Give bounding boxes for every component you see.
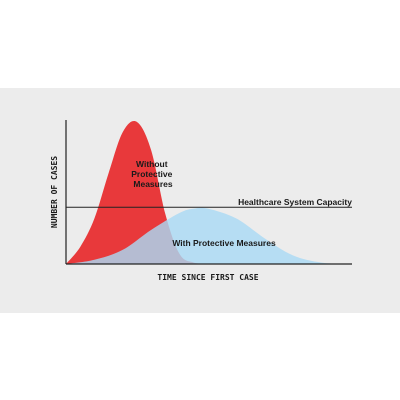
y-axis-label: NUMBER OF CASES — [50, 156, 59, 228]
chart-background-band — [0, 88, 400, 313]
with-measures-area — [66, 207, 350, 264]
x-axis-label: TIME SINCE FIRST CASE — [157, 273, 258, 282]
capacity-label: Healthcare System Capacity — [238, 197, 352, 207]
with-measures-label: With Protective Measures — [172, 238, 276, 248]
without-label-line-1: Without — [136, 159, 168, 169]
without-label-line-2: Protective — [131, 169, 172, 179]
without-label-line-3: Measures — [133, 179, 172, 189]
without-measures-area — [66, 121, 208, 264]
without-measures-label: Without Protective Measures — [131, 159, 174, 189]
